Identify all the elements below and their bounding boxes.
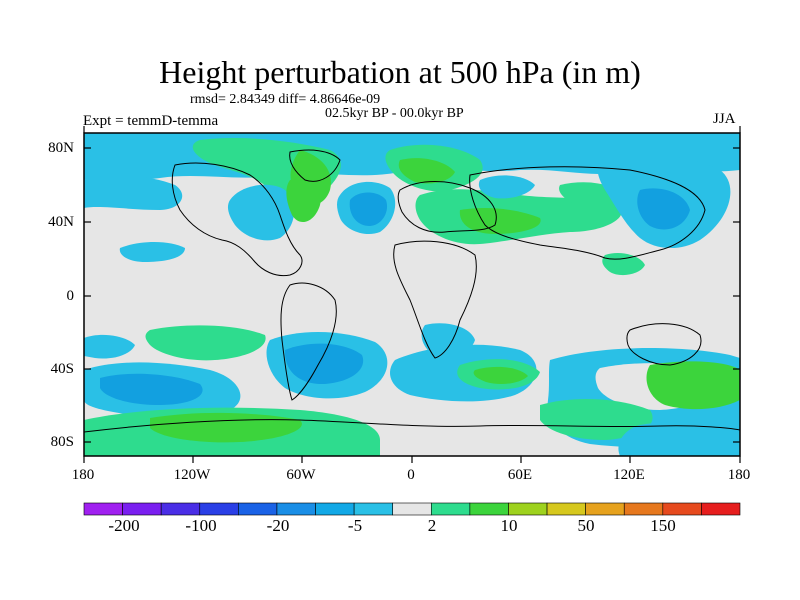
contour-region-southpacific-north (145, 325, 266, 361)
colorbar-swatch (508, 502, 548, 516)
lat-tick-80s: 80S (50, 434, 74, 450)
contour-region-eastasia-core (637, 188, 690, 230)
colorbar-swatch (353, 502, 394, 516)
colorbar-swatch (701, 502, 741, 516)
colorbar-swatch (238, 502, 278, 516)
colorbar-swatch (315, 502, 355, 516)
contour-region-southpacific-core (100, 373, 203, 405)
coast-greenland (289, 149, 341, 182)
contour-region-namerica (227, 184, 295, 241)
colorbar-label-neg5: -5 (347, 516, 363, 535)
colorbar-swatch (546, 502, 586, 516)
colorbar-swatch (430, 502, 471, 516)
contour-region-antarctic-west-core (150, 412, 302, 443)
lon-tick-60e: 60E (507, 467, 533, 483)
contour-region-pacific-tropic (119, 242, 185, 262)
coast-asia (469, 166, 706, 260)
colorbar-swatch (199, 502, 239, 516)
stats-line: rmsd= 2.84349 diff= 4.86646e-09 (190, 92, 381, 107)
period-label: 02.5kyr BP - 00.0kyr BP (325, 106, 464, 121)
colorbar-label-neg20: -20 (266, 516, 290, 535)
coast-africa (393, 240, 477, 359)
contour-region-npacific-east (84, 175, 183, 210)
colorbar-swatch (623, 502, 664, 516)
colorbar-label-10: 10 (500, 516, 518, 535)
lon-tick-60w: 60W (286, 467, 316, 483)
colorbar-swatch (662, 502, 702, 516)
contour-region-labrador (286, 178, 321, 223)
coast-south-america (280, 282, 337, 401)
contour-region-south-atlantic-core (473, 366, 528, 384)
contour-region-australia-south (646, 361, 740, 410)
colorbar (83, 502, 741, 516)
contour-region-westsiberia (478, 175, 535, 199)
lat-tick-0: 0 (66, 288, 75, 304)
contour-region-seasia (602, 253, 645, 276)
colorbar-swatch (585, 502, 625, 516)
map-title: Height perturbation at 500 hPa (in m) (159, 54, 641, 90)
lon-tick-120e: 120E (613, 467, 645, 483)
colorbar-swatch (83, 502, 123, 516)
lat-tick-80n: 80N (48, 140, 74, 156)
axis-ticks (83, 126, 741, 463)
coast-europe (397, 181, 497, 233)
coast-north-america (171, 162, 303, 277)
coastlines (84, 149, 740, 433)
colorbar-label-50: 50 (577, 516, 595, 535)
contour-region-indian-antarctic (540, 398, 653, 440)
contour-region-eurasia-core (459, 207, 541, 234)
lon-tick-120w: 120W (173, 467, 211, 483)
contour-region-antarctic-east (618, 420, 740, 456)
colorbar-swatch (392, 502, 432, 516)
season-label: JJA (713, 111, 736, 127)
contour-region-samerica-core (284, 343, 364, 385)
colorbar-swatch (122, 502, 162, 516)
coast-antarctica (84, 419, 740, 433)
colorbar-label-150: 150 (650, 516, 676, 535)
lon-tick-180w: 180 (71, 467, 95, 483)
colorbar-swatch (276, 502, 316, 516)
contour-region-southpacific-west (84, 334, 135, 359)
colorbar-label-neg100: -100 (185, 516, 217, 535)
colorbar-label-2: 2 (427, 516, 437, 535)
colorbar-swatch (160, 502, 201, 516)
lon-tick-180e: 180 (727, 467, 751, 483)
experiment-label: Expt = temmD-temma (83, 113, 219, 129)
contour-region-scandinavia-core (398, 158, 455, 184)
lon-tick-0: 0 (407, 467, 415, 483)
contour-field (84, 133, 740, 456)
lat-tick-40n: 40N (48, 214, 74, 230)
colorbar-swatch (469, 502, 509, 516)
contour-region-atlantic-core (349, 192, 388, 226)
colorbar-label-neg200: -200 (108, 516, 140, 535)
lat-tick-40s: 40S (50, 361, 74, 377)
coast-australia (626, 323, 702, 366)
